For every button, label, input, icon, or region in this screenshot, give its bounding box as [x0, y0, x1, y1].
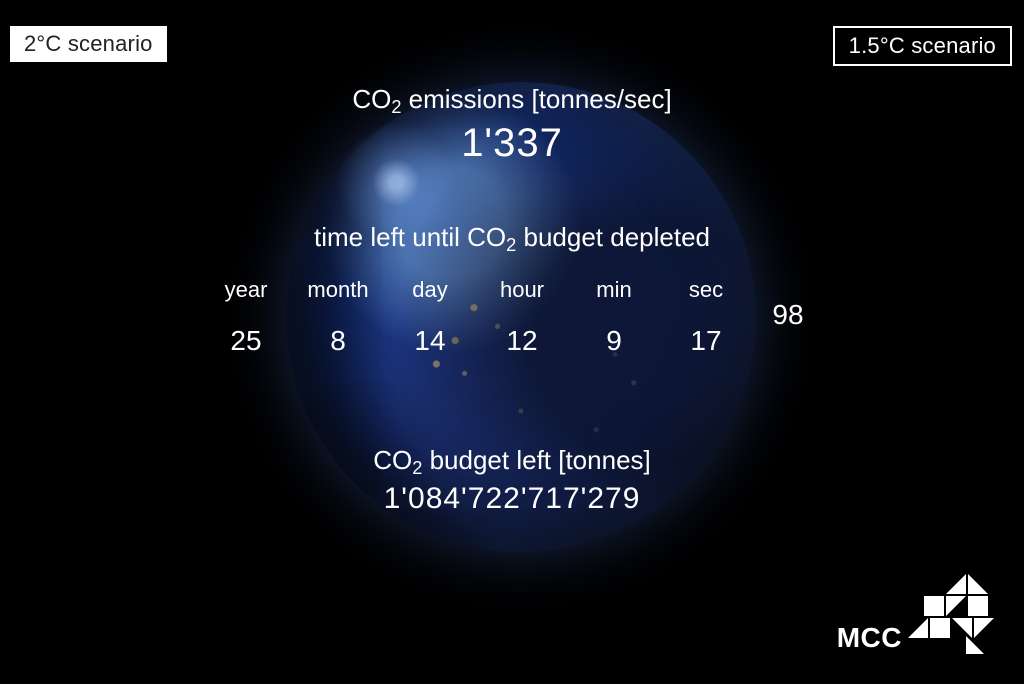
mcc-logo-text: MCC — [837, 624, 902, 656]
countdown-col-sec: sec 17 — [660, 277, 752, 357]
countdown-label-hour: hour — [476, 277, 568, 303]
countdown-col-hour: hour 12 — [476, 277, 568, 357]
countdown-value-year: 25 — [200, 325, 292, 357]
readout-block: CO2 emissions [tonnes/sec] 1'337 time le… — [0, 80, 1024, 516]
mcc-logo: MCC — [837, 574, 996, 656]
budget-label-post: budget left [tonnes] — [422, 445, 650, 475]
countdown-label-sec: sec — [660, 277, 752, 303]
countdown-title-post: budget depleted — [516, 222, 710, 252]
countdown-row: year 25 month 8 day 14 hour 12 min 9 sec… — [0, 277, 1024, 357]
countdown-label-min: min — [568, 277, 660, 303]
carbon-clock-stage: 2°C scenario 1.5°C scenario CO2 emission… — [0, 0, 1024, 684]
emissions-label-sub: 2 — [391, 97, 401, 117]
budget-value: 1'084'722'717'279 — [0, 482, 1024, 516]
emissions-value: 1'337 — [0, 121, 1024, 166]
budget-label-pre: CO — [373, 445, 412, 475]
budget-label: CO2 budget left [tonnes] — [0, 445, 1024, 476]
countdown-title: time left until CO2 budget depleted — [0, 222, 1024, 253]
countdown-title-pre: time left until CO — [314, 222, 506, 252]
emissions-label-pre: CO — [352, 84, 391, 114]
countdown-label-month: month — [292, 277, 384, 303]
emissions-label-post: emissions [tonnes/sec] — [401, 84, 671, 114]
countdown-label-year: year — [200, 277, 292, 303]
countdown-label-day: day — [384, 277, 476, 303]
countdown-title-sub: 2 — [506, 235, 516, 255]
mcc-logo-icon — [908, 574, 996, 656]
countdown-value-month: 8 — [292, 325, 384, 357]
countdown-col-year: year 25 — [200, 277, 292, 357]
emissions-label: CO2 emissions [tonnes/sec] — [0, 84, 1024, 115]
scenario-2c-button[interactable]: 2°C scenario — [10, 26, 167, 62]
countdown-value-min: 9 — [568, 325, 660, 357]
countdown-col-frac: 98 — [752, 277, 824, 357]
countdown-value-sec: 17 — [660, 325, 752, 357]
countdown-value-frac: 98 — [752, 299, 824, 331]
countdown-col-month: month 8 — [292, 277, 384, 357]
countdown-col-day: day 14 — [384, 277, 476, 357]
countdown-value-day: 14 — [384, 325, 476, 357]
countdown-value-hour: 12 — [476, 325, 568, 357]
scenario-1p5c-button[interactable]: 1.5°C scenario — [833, 26, 1012, 66]
budget-label-sub: 2 — [412, 458, 422, 478]
countdown-col-min: min 9 — [568, 277, 660, 357]
